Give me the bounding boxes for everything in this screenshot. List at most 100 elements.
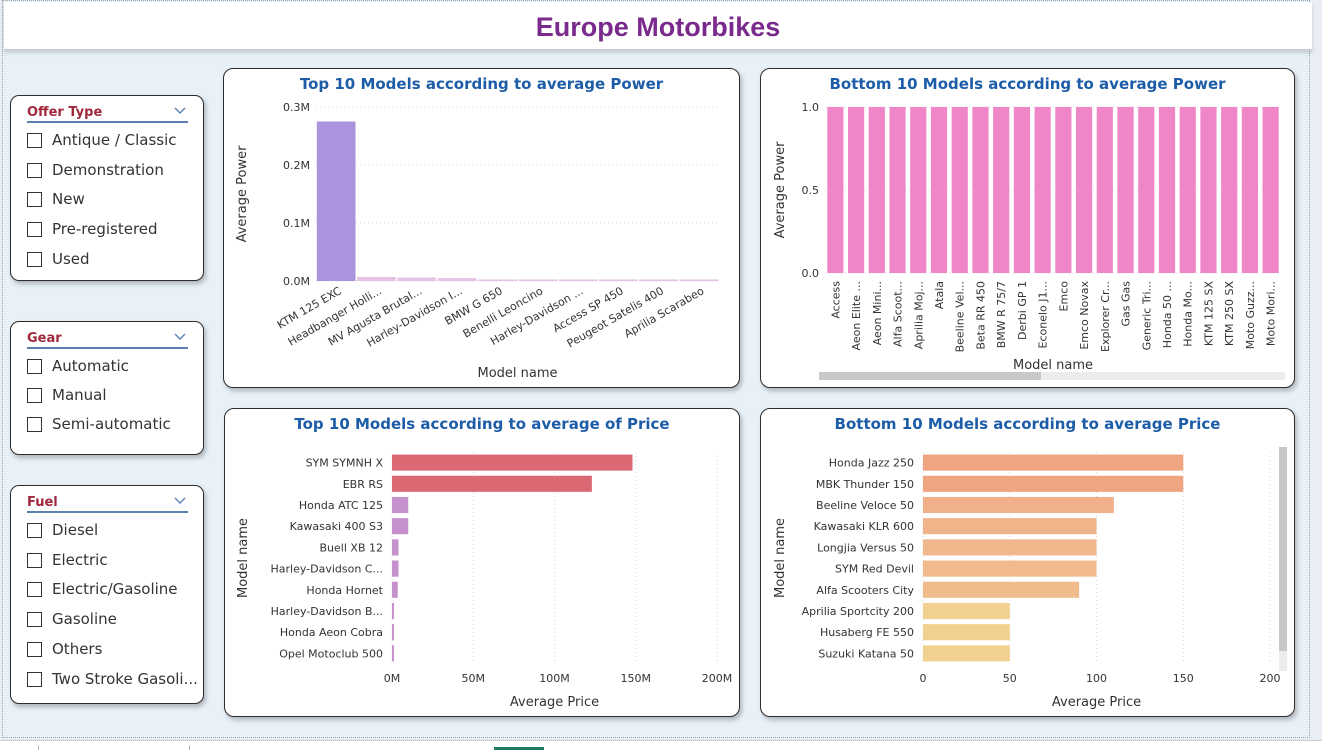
bar[interactable] — [598, 279, 638, 282]
checkbox[interactable] — [27, 192, 42, 208]
chevron-down-icon[interactable] — [174, 105, 186, 117]
slicer-option[interactable]: Antique / Classic — [27, 130, 202, 152]
checkbox[interactable] — [27, 222, 42, 238]
bar[interactable] — [518, 279, 557, 282]
bar[interactable] — [558, 279, 598, 282]
bar[interactable] — [972, 107, 989, 273]
checkbox[interactable] — [27, 133, 42, 148]
top-power-chart[interactable]: Top 10 Models according to average Power… — [223, 68, 740, 388]
bar[interactable] — [993, 107, 1010, 273]
bar[interactable] — [679, 279, 719, 282]
checkbox[interactable] — [27, 251, 42, 267]
bar[interactable] — [1221, 107, 1238, 273]
bar[interactable] — [923, 475, 1184, 492]
bar[interactable] — [437, 278, 477, 281]
checkbox[interactable] — [27, 641, 42, 657]
bar[interactable] — [316, 121, 356, 282]
bar[interactable] — [392, 518, 409, 535]
bar[interactable] — [392, 602, 394, 620]
checkbox[interactable] — [27, 552, 42, 568]
bar[interactable] — [478, 279, 517, 282]
bar[interactable] — [923, 539, 1097, 556]
bar[interactable] — [923, 602, 1010, 620]
bar[interactable] — [868, 107, 885, 273]
bar[interactable] — [392, 645, 394, 662]
checkbox[interactable] — [27, 388, 42, 403]
bar[interactable] — [1200, 107, 1217, 273]
bar[interactable] — [923, 645, 1010, 662]
fuel-slicer-title: Fuel — [27, 495, 58, 510]
bar[interactable] — [1096, 107, 1113, 273]
bar[interactable] — [392, 581, 398, 598]
checkbox[interactable] — [27, 612, 42, 628]
bar[interactable] — [923, 518, 1097, 535]
bar[interactable] — [889, 107, 906, 273]
bar[interactable] — [1262, 107, 1279, 273]
bar[interactable] — [910, 107, 927, 273]
checkbox[interactable] — [27, 162, 42, 178]
vertical-scrollbar-thumb[interactable] — [1279, 447, 1287, 651]
bar[interactable] — [1158, 107, 1176, 273]
bar[interactable] — [392, 475, 592, 492]
checkbox[interactable] — [27, 582, 42, 598]
slicer-option[interactable]: Manual — [27, 385, 202, 407]
checkbox[interactable] — [27, 671, 42, 687]
bar[interactable] — [639, 279, 678, 282]
gear-slicer[interactable]: Gear Automatic Manual Semi-automatic — [10, 321, 204, 455]
bar[interactable] — [1034, 107, 1051, 273]
bottom-price-chart[interactable]: Bottom 10 Models according to average Pr… — [760, 408, 1295, 717]
slicer-option[interactable]: Electric — [27, 550, 202, 572]
bottom-power-chart[interactable]: Bottom 10 Models according to average Po… — [760, 68, 1295, 388]
bar[interactable] — [357, 276, 396, 281]
page-tab[interactable] — [38, 745, 190, 750]
slicer-option[interactable]: Diesel — [27, 520, 202, 542]
slicer-option[interactable]: Gasoline — [27, 609, 202, 631]
bar[interactable] — [392, 496, 409, 514]
chevron-down-icon[interactable] — [174, 495, 186, 507]
bar[interactable] — [1138, 107, 1155, 273]
chevron-down-icon[interactable] — [174, 331, 186, 343]
bar[interactable] — [392, 624, 394, 641]
bar[interactable] — [1179, 107, 1196, 273]
slicer-option[interactable]: Two Stroke Gasoli... — [27, 669, 202, 691]
bar[interactable] — [951, 107, 968, 273]
top-price-chart[interactable]: Top 10 Models according to average of Pr… — [224, 408, 740, 717]
offer-type-slicer-header[interactable]: Offer Type — [27, 105, 188, 123]
bar[interactable] — [1013, 107, 1030, 273]
bar[interactable] — [848, 107, 865, 273]
bar[interactable] — [392, 560, 399, 577]
bar[interactable] — [1055, 107, 1072, 273]
bar[interactable] — [923, 496, 1114, 514]
checkbox[interactable] — [27, 359, 42, 374]
horizontal-scrollbar-track[interactable] — [819, 372, 1285, 380]
bar[interactable] — [392, 454, 633, 471]
slicer-option[interactable]: Automatic — [27, 356, 202, 378]
slicer-option[interactable]: New — [27, 189, 202, 211]
bar[interactable] — [923, 454, 1184, 471]
checkbox[interactable] — [27, 417, 42, 432]
bar[interactable] — [930, 107, 948, 273]
fuel-slicer[interactable]: Fuel Diesel Electric Electric/Gasoline Gasol… — [10, 485, 204, 704]
slicer-option[interactable]: Semi-automatic — [27, 414, 202, 436]
gear-slicer-header[interactable]: Gear — [27, 331, 188, 349]
checkbox[interactable] — [27, 523, 42, 538]
x-tick-label: 50M — [462, 672, 486, 685]
slicer-option[interactable]: Pre-registered — [27, 219, 202, 241]
slicer-option[interactable]: Used — [27, 249, 202, 271]
horizontal-scrollbar-thumb[interactable] — [819, 372, 1041, 380]
offer-type-slicer[interactable]: Offer Type Antique / Classic Demonstration… — [10, 95, 204, 281]
fuel-slicer-header[interactable]: Fuel — [27, 495, 188, 513]
slicer-option[interactable]: Demonstration — [27, 160, 202, 182]
bar[interactable] — [397, 277, 437, 281]
bar[interactable] — [827, 107, 844, 273]
bar[interactable] — [392, 539, 399, 556]
bar[interactable] — [1241, 107, 1258, 273]
y-tick-label: Husaberg FE 550 — [820, 626, 914, 639]
bar[interactable] — [923, 624, 1010, 641]
slicer-option[interactable]: Others — [27, 639, 202, 661]
bar[interactable] — [1117, 107, 1134, 273]
slicer-option[interactable]: Electric/Gasoline — [27, 579, 202, 601]
bar[interactable] — [923, 560, 1097, 577]
bar[interactable] — [1076, 107, 1093, 273]
bar[interactable] — [923, 581, 1080, 598]
